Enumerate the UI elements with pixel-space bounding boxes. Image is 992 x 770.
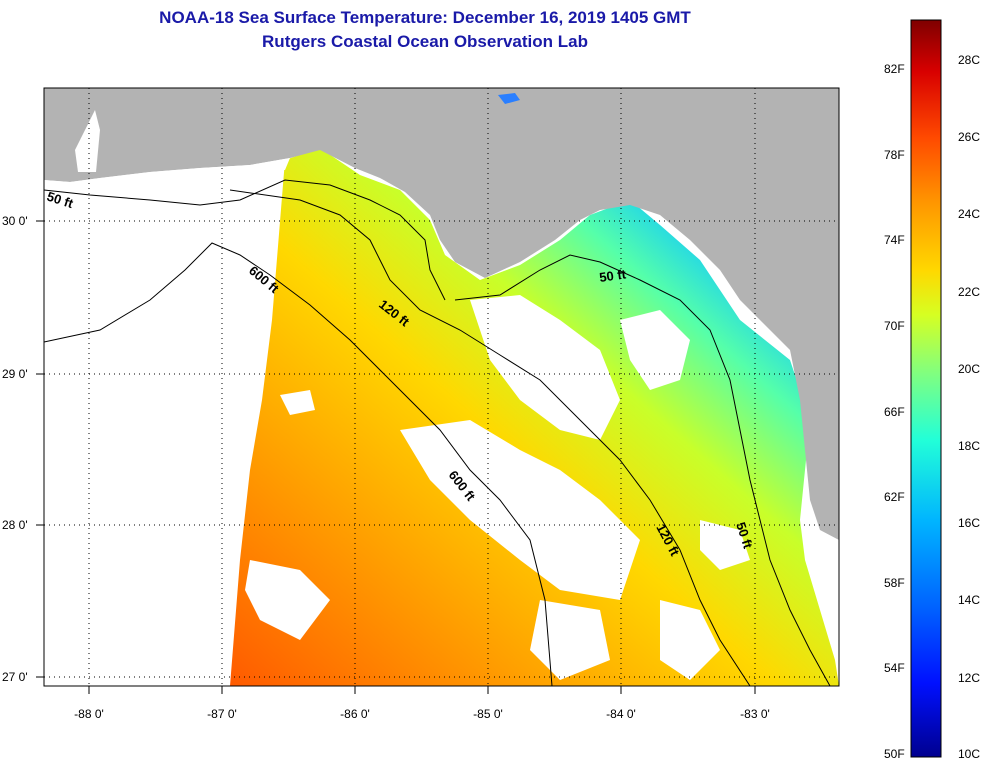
contour-50ft-west — [44, 179, 446, 301]
cb-c-label: 10C — [958, 747, 980, 761]
cb-c-label: 22C — [958, 285, 980, 299]
cb-c-label: 28C — [958, 53, 980, 67]
map-title: NOAA-18 Sea Surface Temperature: Decembe… — [159, 8, 691, 27]
contour-label: 50 ft — [598, 266, 627, 285]
lat-label: 28 0' — [2, 518, 28, 532]
cb-f-label: 78F — [884, 148, 905, 162]
cb-c-label: 16C — [958, 516, 980, 530]
coast-whitespace — [44, 158, 290, 188]
lake — [75, 110, 100, 172]
colorbar: 82F 78F 74F 70F 66F 62F 58F 54F 50F 28C … — [884, 19, 980, 761]
cb-f-label: 50F — [884, 747, 905, 761]
fahrenheit-labels: 82F 78F 74F 70F 66F 62F 58F 54F 50F — [884, 62, 905, 761]
cb-c-label: 12C — [958, 671, 980, 685]
lat-label: 29 0' — [2, 367, 28, 381]
lon-label: -86 0' — [340, 707, 370, 721]
cb-f-label: 82F — [884, 62, 905, 76]
lat-label: 30 0' — [2, 214, 28, 228]
lon-label: -85 0' — [473, 707, 503, 721]
cb-f-label: 54F — [884, 661, 905, 675]
cb-f-label: 70F — [884, 319, 905, 333]
sst-swath — [230, 148, 839, 686]
cb-f-label: 66F — [884, 405, 905, 419]
lake — [498, 93, 520, 104]
cb-c-label: 20C — [958, 362, 980, 376]
land-area — [44, 88, 839, 540]
cb-f-label: 62F — [884, 490, 905, 504]
cb-c-label: 26C — [958, 130, 980, 144]
cb-f-label: 74F — [884, 233, 905, 247]
latitude-labels: 30 0' 29 0' 28 0' 27 0' — [2, 214, 28, 684]
lon-label: -83 0' — [740, 707, 770, 721]
celsius-labels: 28C 26C 24C 22C 20C 18C 16C 14C 12C 10C — [958, 53, 980, 761]
axis-ticks — [36, 220, 756, 694]
map-border — [43, 87, 840, 687]
cloud-masks — [245, 295, 750, 680]
cb-c-label: 24C — [958, 207, 980, 221]
lat-label: 27 0' — [2, 670, 28, 684]
lon-label: -88 0' — [74, 707, 104, 721]
cb-c-label: 18C — [958, 439, 980, 453]
map-subtitle: Rutgers Coastal Ocean Observation Lab — [262, 32, 588, 51]
colorbar-gradient — [910, 19, 942, 758]
bathymetry-contours — [44, 179, 831, 686]
contour-120ft-mid — [229, 189, 751, 686]
longitude-labels: -88 0' -87 0' -86 0' -85 0' -84 0' -83 0… — [74, 707, 770, 721]
contour-50ft-east — [454, 254, 831, 686]
contour-600ft-west — [44, 242, 553, 686]
map-panel — [44, 88, 839, 686]
cb-c-label: 14C — [958, 593, 980, 607]
lon-label: -84 0' — [606, 707, 636, 721]
cb-f-label: 58F — [884, 576, 905, 590]
lon-label: -87 0' — [207, 707, 237, 721]
